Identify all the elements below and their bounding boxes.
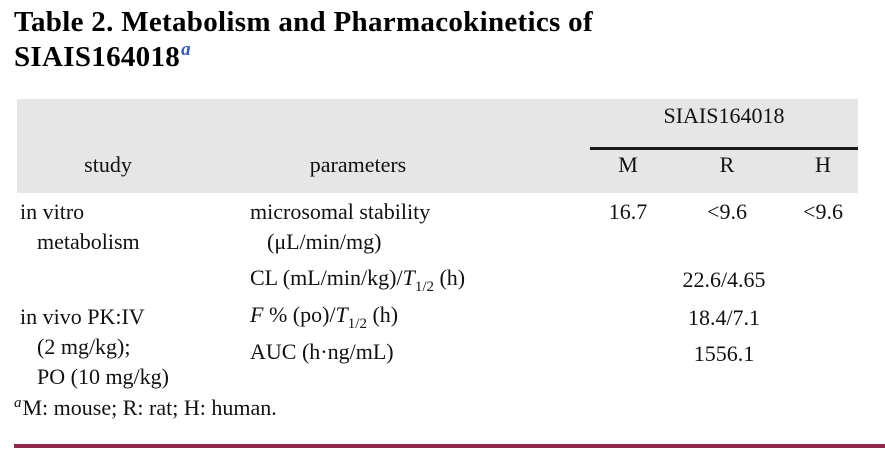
bottom-divider-rule xyxy=(14,444,885,448)
column-spanner-compound: SIAIS164018 xyxy=(663,103,785,128)
param-microsomal-line1: microsomal stability xyxy=(250,199,431,224)
value-microsomal-mouse: 16.7 xyxy=(608,199,648,224)
footnote-marker: a xyxy=(14,395,22,411)
table-title-compound: SIAIS164018 xyxy=(14,41,181,73)
param-f-mid: % (po)/ xyxy=(263,302,336,327)
study-cell-in-vivo-pk: in vivo PK:IV (2 mg/kg); PO (10 mg/kg) xyxy=(20,302,169,392)
table-header-background xyxy=(17,99,858,193)
param-f-symbol: F xyxy=(250,302,264,327)
study-in-vitro-line2: metabolism xyxy=(37,229,140,254)
param-microsomal-line2: (μL/min/mg) xyxy=(267,229,382,254)
column-header-study: study xyxy=(84,152,132,177)
study-in-vivo-line3: PO (10 mg/kg) xyxy=(37,364,169,389)
param-f-suffix: (h) xyxy=(366,302,399,327)
column-header-mouse: M xyxy=(618,152,638,177)
spanner-underline-rule xyxy=(590,147,858,150)
param-cell-bioavailability: F % (po)/T1/2 (h) xyxy=(250,302,399,332)
value-bioavailability-halflife: 18.4/7.1 xyxy=(687,305,761,330)
param-f-subscript: 1/2 xyxy=(347,316,367,332)
value-auc: 1556.1 xyxy=(693,341,755,366)
param-cl-subscript: 1/2 xyxy=(414,279,434,295)
column-header-rat: R xyxy=(719,152,735,177)
param-cell-microsomal-stability: microsomal stability (μL/min/mg) xyxy=(250,197,430,257)
param-cl-prefix: CL (mL/min/kg)/ xyxy=(250,265,403,290)
value-microsomal-human: <9.6 xyxy=(803,199,843,224)
column-header-human: H xyxy=(815,152,831,177)
title-footnote-marker: a xyxy=(181,39,191,60)
value-microsomal-rat: <9.6 xyxy=(707,199,747,224)
table-title-line1: Table 2. Metabolism and Pharmacokinetics… xyxy=(14,6,593,38)
footnote-text: M: mouse; R: rat; H: human. xyxy=(22,395,277,420)
param-cell-auc: AUC (h·ng/mL) xyxy=(250,339,394,364)
param-cell-clearance: CL (mL/min/kg)/T1/2 (h) xyxy=(250,265,466,295)
study-in-vitro-line1: in vitro xyxy=(20,199,85,224)
table-title-line2: SIAIS164018a xyxy=(14,39,191,74)
study-in-vivo-line2: (2 mg/kg); xyxy=(37,334,131,359)
table-footnote: aM: mouse; R: rat; H: human. xyxy=(14,395,277,421)
study-in-vivo-line1: in vivo PK:IV xyxy=(20,304,145,329)
param-f-t-symbol: T xyxy=(335,302,348,327)
param-cl-suffix: (h) xyxy=(433,265,466,290)
column-header-parameters: parameters xyxy=(309,152,407,177)
value-clearance-halflife: 22.6/4.65 xyxy=(682,267,766,292)
study-cell-in-vitro: in vitro metabolism xyxy=(20,197,140,257)
param-cl-t-symbol: T xyxy=(402,265,415,290)
